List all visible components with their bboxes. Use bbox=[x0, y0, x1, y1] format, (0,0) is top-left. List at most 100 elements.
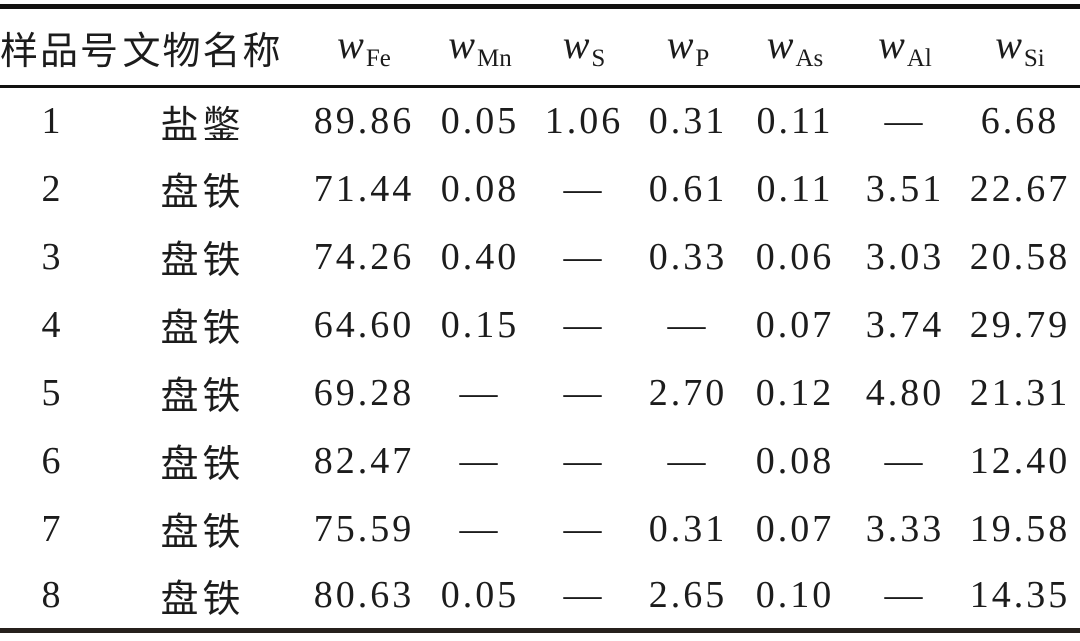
mass-fraction-symbol: w bbox=[995, 21, 1022, 67]
cell-si: 29.79 bbox=[969, 303, 1071, 346]
mass-fraction-symbol: w bbox=[766, 21, 794, 67]
table-row: 4 盘铁 64.60 0.15 — — 0.07 3.74 29.79 bbox=[0, 291, 1080, 359]
cell-sample: 6 bbox=[41, 439, 64, 482]
cell-mn: 0.05 bbox=[440, 574, 520, 617]
cell-fe: 82.47 bbox=[313, 439, 415, 482]
cell-sample: 2 bbox=[41, 167, 64, 210]
cell-p: 0.33 bbox=[648, 235, 728, 278]
mass-fraction-symbol: w bbox=[562, 21, 590, 67]
cell-al: — bbox=[884, 439, 926, 482]
column-header-s: wS bbox=[532, 7, 636, 87]
element-subscript: P bbox=[695, 45, 710, 73]
column-header-fe: wFe bbox=[300, 7, 428, 87]
mass-fraction-symbol: w bbox=[878, 21, 905, 67]
table-row: 6 盘铁 82.47 — — — 0.08 — 12.40 bbox=[0, 427, 1080, 495]
element-subscript: Al bbox=[906, 45, 932, 73]
cell-al: 3.33 bbox=[865, 507, 945, 550]
cell-as: 0.07 bbox=[755, 507, 835, 550]
cell-sample: 4 bbox=[41, 303, 64, 346]
cell-name: 盘铁 bbox=[160, 578, 245, 621]
cell-sample: 7 bbox=[41, 507, 64, 550]
cell-p: 2.65 bbox=[648, 574, 728, 617]
composition-table: 样品号 文物名称 wFe wMn wS wP wAs wAl wSi 1 盐鐅 89.86 0.05 1… bbox=[0, 4, 1080, 633]
cell-al: 3.51 bbox=[865, 167, 945, 210]
cell-name: 盐鐅 bbox=[160, 104, 245, 147]
cell-s: — bbox=[563, 167, 605, 210]
cell-s: — bbox=[563, 507, 605, 550]
column-header-p: wP bbox=[636, 7, 740, 87]
cell-si: 21.31 bbox=[969, 371, 1071, 414]
cell-as: 0.06 bbox=[755, 235, 835, 278]
cell-s: — bbox=[563, 574, 605, 617]
cell-as: 0.11 bbox=[756, 100, 834, 143]
cell-as: 0.07 bbox=[755, 303, 835, 346]
column-header-al: wAl bbox=[850, 7, 960, 87]
cell-si: 19.58 bbox=[969, 507, 1071, 550]
cell-s: — bbox=[563, 303, 605, 346]
element-subscript: Si bbox=[1023, 45, 1045, 73]
cell-name: 盘铁 bbox=[160, 444, 245, 486]
cell-sample: 8 bbox=[41, 574, 64, 617]
cell-fe: 71.44 bbox=[313, 167, 415, 210]
cell-al: 3.03 bbox=[865, 235, 945, 278]
cell-name: 盘铁 bbox=[160, 240, 245, 282]
cell-al: — bbox=[884, 100, 926, 143]
header-row: 样品号 文物名称 wFe wMn wS wP wAs wAl wSi bbox=[0, 7, 1080, 87]
element-subscript: Fe bbox=[365, 45, 391, 73]
cell-p: 2.70 bbox=[648, 371, 728, 414]
cell-mn: 0.40 bbox=[440, 235, 520, 278]
cell-mn: 0.08 bbox=[440, 167, 520, 210]
cell-si: 22.67 bbox=[969, 167, 1071, 210]
column-header-mn: wMn bbox=[428, 7, 532, 87]
cell-al: — bbox=[884, 574, 926, 617]
cell-s: 1.06 bbox=[544, 100, 624, 143]
cell-mn: — bbox=[459, 439, 501, 482]
cell-fe: 80.63 bbox=[313, 574, 415, 617]
cell-name: 盘铁 bbox=[160, 308, 245, 350]
table-body: 1 盐鐅 89.86 0.05 1.06 0.31 0.11 — 6.68 2 盘铁 71.44 0.0… bbox=[0, 87, 1080, 631]
cell-as: 0.08 bbox=[755, 439, 835, 482]
table-row: 7 盘铁 75.59 — — 0.31 0.07 3.33 19.58 bbox=[0, 495, 1080, 563]
cell-p: — bbox=[667, 439, 709, 482]
cell-mn: — bbox=[459, 507, 501, 550]
cell-name: 盘铁 bbox=[160, 376, 245, 418]
cell-si: 6.68 bbox=[980, 100, 1060, 143]
cell-mn: — bbox=[459, 371, 501, 414]
table-row: 5 盘铁 69.28 — — 2.70 0.12 4.80 21.31 bbox=[0, 359, 1080, 427]
table-row: 2 盘铁 71.44 0.08 — 0.61 0.11 3.51 22.67 bbox=[0, 155, 1080, 223]
cell-p: 0.31 bbox=[648, 507, 728, 550]
mass-fraction-symbol: w bbox=[337, 21, 364, 67]
cell-name: 盘铁 bbox=[160, 512, 245, 554]
cell-mn: 0.05 bbox=[440, 100, 520, 143]
column-header-as: wAs bbox=[740, 7, 850, 87]
cell-p: — bbox=[667, 303, 709, 346]
cell-s: — bbox=[563, 235, 605, 278]
cell-si: 20.58 bbox=[969, 235, 1071, 278]
cell-as: 0.10 bbox=[755, 574, 835, 617]
table-row: 1 盐鐅 89.86 0.05 1.06 0.31 0.11 — 6.68 bbox=[0, 87, 1080, 155]
column-header-si: wSi bbox=[960, 7, 1080, 87]
cell-fe: 75.59 bbox=[313, 507, 415, 550]
cell-sample: 1 bbox=[41, 100, 64, 143]
cell-as: 0.12 bbox=[755, 371, 835, 414]
element-subscript: As bbox=[795, 45, 824, 73]
column-header-name: 文物名称 bbox=[122, 30, 283, 73]
cell-fe: 89.86 bbox=[313, 100, 415, 143]
cell-p: 0.61 bbox=[648, 167, 728, 210]
mass-fraction-symbol: w bbox=[666, 21, 694, 67]
cell-fe: 64.60 bbox=[313, 303, 415, 346]
table-row: 3 盘铁 74.26 0.40 — 0.33 0.06 3.03 20.58 bbox=[0, 223, 1080, 291]
cell-sample: 3 bbox=[41, 235, 64, 278]
cell-fe: 74.26 bbox=[313, 235, 415, 278]
mass-fraction-symbol: w bbox=[448, 21, 475, 67]
cell-name: 盘铁 bbox=[160, 172, 245, 214]
cell-al: 4.80 bbox=[865, 371, 945, 414]
element-subscript: S bbox=[591, 45, 606, 73]
cell-as: 0.11 bbox=[756, 167, 834, 210]
table-row: 8 盘铁 80.63 0.05 — 2.65 0.10 — 14.35 bbox=[0, 563, 1080, 631]
cell-fe: 69.28 bbox=[313, 371, 415, 414]
cell-p: 0.31 bbox=[648, 100, 728, 143]
element-subscript: Mn bbox=[476, 45, 512, 73]
cell-si: 14.35 bbox=[969, 574, 1071, 617]
